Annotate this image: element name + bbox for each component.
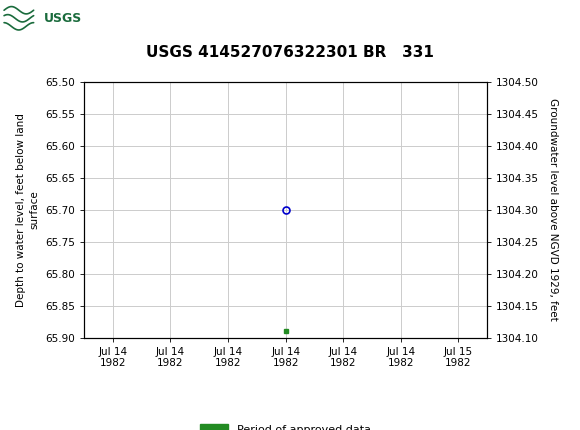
Bar xyxy=(3,3,70,34)
Legend: Period of approved data: Period of approved data xyxy=(196,420,375,430)
Text: USGS: USGS xyxy=(44,12,82,25)
Y-axis label: Depth to water level, feet below land
surface: Depth to water level, feet below land su… xyxy=(16,113,39,307)
Y-axis label: Groundwater level above NGVD 1929, feet: Groundwater level above NGVD 1929, feet xyxy=(548,98,557,321)
Text: USGS 414527076322301 BR   331: USGS 414527076322301 BR 331 xyxy=(146,45,434,60)
